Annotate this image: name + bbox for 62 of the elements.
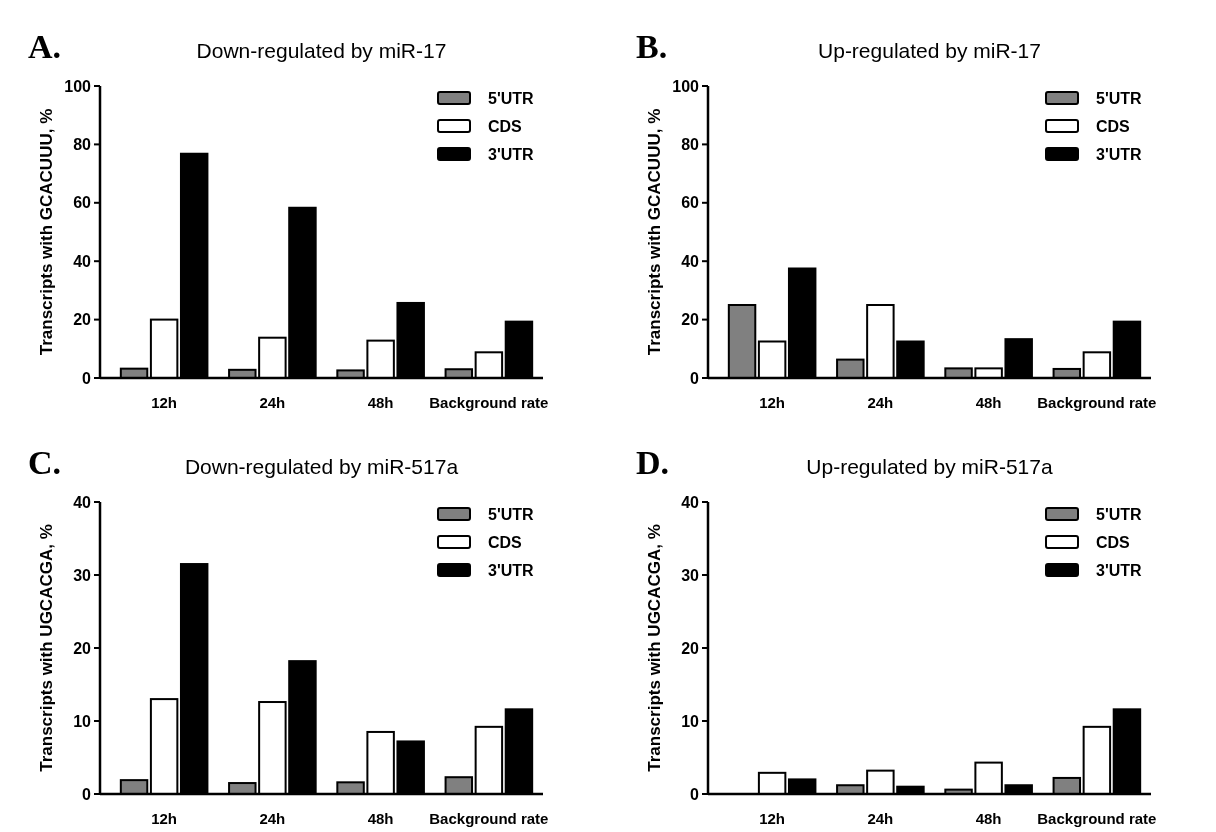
y-tick-label: 30 [73,566,92,584]
y-tick-label: 30 [681,566,700,584]
y-tick-label: 80 [681,136,700,153]
y-tick-label: 80 [73,136,92,153]
x-tick-label: Background rate [429,394,549,411]
x-tick-label: 24h [867,394,894,411]
x-tick-label: 48h [975,394,1002,411]
legend-label: 3'UTR [488,145,535,163]
y-axis-title: Transcripts with GCACUUU, % [37,108,56,356]
legend-label: CDS [1096,117,1131,135]
x-tick-label: Background rate [1037,394,1157,411]
y-tick-label: 100 [64,77,92,95]
y-tick-label: 100 [672,77,700,95]
text: B. [636,28,668,65]
legend-label: 3'UTR [488,561,535,579]
x-tick-label: 24h [259,810,286,827]
y-tick-label: 60 [73,194,92,212]
y-axis-title: Transcripts with UGCACGA, % [645,524,664,772]
legend-label: 3'UTR [1096,145,1143,163]
chart-title: Down-regulated by miR-17 [196,39,447,62]
y-tick-label: 20 [73,639,92,657]
x-tick-label: 24h [259,394,286,411]
y-tick-label: 20 [73,311,92,329]
legend-label: 5'UTR [488,89,535,107]
y-tick-label: 0 [690,369,700,387]
legend-label: CDS [488,533,523,551]
x-tick-label: 12h [151,394,178,411]
x-tick-label: Background rate [1037,810,1157,827]
x-tick-label: 12h [759,394,786,411]
x-tick-label: Background rate [429,810,549,827]
y-tick-label: 10 [73,712,92,730]
y-tick-label: 20 [681,311,700,329]
legend-label: CDS [488,117,523,135]
y-tick-label: 40 [681,252,700,270]
chart-title: Down-regulated by miR-517a [184,455,459,478]
y-tick-label: 0 [82,369,92,387]
legend-label: 5'UTR [488,505,535,523]
legend-label: 5'UTR [1096,89,1143,107]
y-tick-label: 40 [681,493,700,511]
y-tick-label: 0 [690,785,700,803]
text: C. [28,444,62,481]
y-tick-label: 20 [681,639,700,657]
x-tick-label: 48h [367,394,394,411]
text: D. [636,444,670,481]
x-tick-label: 48h [367,810,394,827]
y-tick-label: 40 [73,252,92,270]
chart-title: Up-regulated by miR-517a [806,455,1053,478]
y-tick-label: 60 [681,194,700,212]
x-tick-label: 12h [151,810,178,827]
y-axis-title: Transcripts with UGCACGA, % [37,524,56,772]
x-tick-label: 24h [867,810,894,827]
legend-label: 3'UTR [1096,561,1143,579]
legend-label: CDS [1096,533,1131,551]
x-tick-label: 12h [759,810,786,827]
y-tick-label: 40 [73,493,92,511]
legend-label: 5'UTR [1096,505,1143,523]
y-tick-label: 10 [681,712,700,730]
y-axis-title: Transcripts with GCACUUU, % [645,108,664,356]
text: A. [28,28,62,65]
x-tick-label: 48h [975,810,1002,827]
y-tick-label: 0 [82,785,92,803]
chart-title: Up-regulated by miR-17 [818,39,1041,62]
